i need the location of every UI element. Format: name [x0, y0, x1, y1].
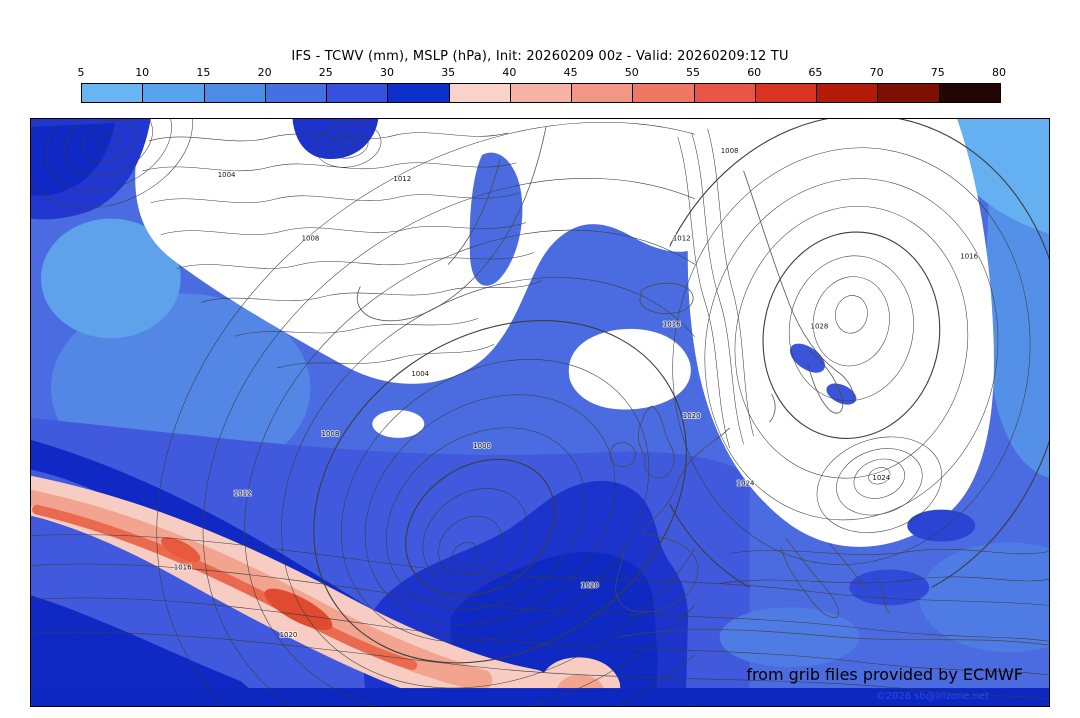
- contour-label: 1000: [473, 442, 491, 450]
- map-panel: 1004 1008 1012 1008 1012 1016 1020 1024 1028 1024…: [30, 118, 1050, 707]
- contour-label: 1024: [737, 480, 755, 488]
- isobars-misc: [31, 128, 1049, 700]
- colorbar-tick-label: 10: [135, 66, 150, 79]
- moisture-spot-baltic: [789, 343, 825, 373]
- colorbar-tick-label: 30: [380, 66, 394, 79]
- contour-label: 1016: [663, 320, 681, 328]
- colorbar-segments: [81, 83, 1001, 103]
- moisture-light-patch: [40, 218, 181, 339]
- colorbar-tick-label: 5: [77, 66, 85, 79]
- colorbar-segment: [632, 84, 694, 102]
- colorbar-tick-label: 35: [441, 66, 456, 79]
- colorbar-tick-label: 60: [747, 66, 762, 79]
- colorbar-segment: [203, 84, 265, 102]
- colorbar-tick-label: 75: [930, 66, 945, 79]
- colorbar-tick-label: 50: [624, 66, 639, 79]
- dry-airmass-northwest: [135, 119, 736, 384]
- credits-ecmwf: from grib files provided by ECMWF: [746, 665, 1023, 685]
- colorbar-segment: [571, 84, 633, 102]
- contour-label: 1016: [960, 253, 978, 261]
- moisture-spot: [540, 254, 568, 299]
- chart-title: IFS - TCWV (mm), MSLP (hPa), Init: 20260…: [291, 49, 789, 64]
- colorbar: 5 10 15 20 25 30 35 40 45 50 55 60 65 70 75 80: [77, 66, 1007, 103]
- moisture-dark-nw-core: [31, 122, 115, 196]
- colorbar-segment: [938, 84, 1000, 102]
- colorbar-segment: [693, 84, 755, 102]
- colorbar-tick-label: 20: [257, 66, 272, 79]
- colorbar-segment: [264, 84, 327, 102]
- contour-label: 1012: [393, 175, 411, 183]
- contour-label: 1008: [721, 147, 739, 155]
- pressure-moisture-map: 1004 1008 1012 1008 1012 1016 1020 1024 1028 1024…: [31, 119, 1049, 706]
- colorbar-ticks: 5 10 15 20 25 30 35 40 45 50 55 60 65 70 75 80: [77, 66, 1007, 83]
- contour-label: 1020: [581, 581, 599, 589]
- contour-label: 1028: [811, 322, 829, 330]
- colorbar-tick-label: 80: [992, 66, 1006, 79]
- colorbar-segment: [509, 84, 572, 102]
- colorbar-tick-label: 65: [808, 66, 823, 79]
- dry-patch-iceland: [568, 328, 691, 410]
- dry-patch-small: [372, 410, 425, 438]
- colorbar-segment: [326, 84, 388, 102]
- contour-label: 1024: [872, 474, 890, 482]
- colorbar-tick-label: 55: [686, 66, 700, 79]
- colorbar-segment: [754, 84, 817, 102]
- contour-label: 1004: [411, 370, 429, 378]
- moisture-spot-baltic: [826, 383, 857, 405]
- contour-label: 1008: [302, 235, 320, 243]
- contour-label: 1004: [218, 171, 236, 179]
- colorbar-segment: [142, 84, 204, 102]
- isobars-east-high: [669, 119, 1049, 588]
- moisture-patch-med: [719, 607, 860, 668]
- colorbar-segment: [82, 84, 143, 102]
- colorbar-tick-label: 40: [502, 66, 517, 79]
- moisture-dark-top-center: [292, 119, 379, 160]
- isobars-greenland: [31, 119, 543, 369]
- colorbar-tick-label: 70: [869, 66, 884, 79]
- colorbar-tick-label: 25: [318, 66, 333, 79]
- colorbar-segment: [816, 84, 878, 102]
- isobar-labels: 1004 1008 1012 1008 1012 1016 1020 1024 1028 1024…: [173, 146, 979, 640]
- contour-label: 1012: [234, 490, 252, 498]
- moisture-dark-bottom-band: [31, 688, 1049, 706]
- contour-label: 1020: [683, 412, 701, 420]
- contour-label: 1012: [673, 235, 691, 243]
- coastlines: [356, 126, 1049, 646]
- moisture-wedge-denmark-strait: [469, 152, 523, 286]
- moisture-dark-blacksea: [907, 509, 976, 542]
- credits-copyright: ©2026 sb@irizone.net: [875, 691, 989, 702]
- contour-label: 1008: [322, 430, 340, 438]
- colorbar-tick-label: 45: [563, 66, 578, 79]
- moisture-patch-med-east: [919, 542, 1049, 653]
- colorbar-segment: [387, 84, 449, 102]
- moisture-dark-sw-lower: [31, 595, 271, 706]
- tropical-moisture-red-core: [264, 588, 333, 631]
- colorbar-segment: [877, 84, 939, 102]
- contour-label: 1020: [280, 631, 298, 639]
- tropical-moisture-red-spot: [160, 537, 201, 563]
- colorbar-tick-label: 15: [196, 66, 211, 79]
- colorbar-segment: [448, 84, 510, 102]
- moisture-dark-se: [849, 569, 930, 606]
- contour-label: 1016: [174, 563, 192, 571]
